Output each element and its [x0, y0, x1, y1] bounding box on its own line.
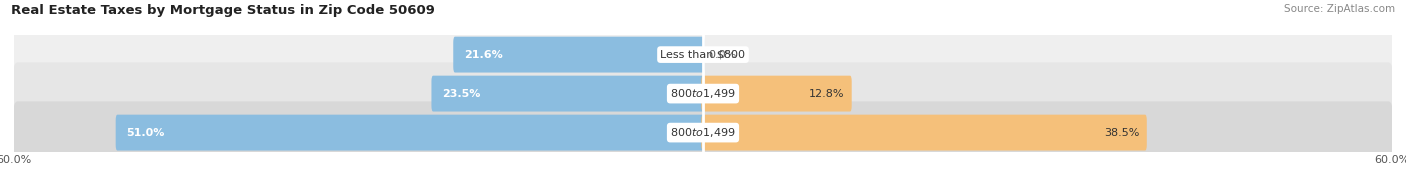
FancyBboxPatch shape: [702, 115, 1147, 151]
FancyBboxPatch shape: [13, 62, 1393, 125]
FancyBboxPatch shape: [432, 76, 704, 112]
Text: $800 to $1,499: $800 to $1,499: [671, 126, 735, 139]
Text: 0.0%: 0.0%: [709, 50, 737, 60]
FancyBboxPatch shape: [702, 76, 852, 112]
Text: Source: ZipAtlas.com: Source: ZipAtlas.com: [1284, 4, 1395, 14]
FancyBboxPatch shape: [453, 37, 704, 73]
FancyBboxPatch shape: [115, 115, 704, 151]
FancyBboxPatch shape: [13, 23, 1393, 86]
Text: 38.5%: 38.5%: [1104, 128, 1139, 138]
Text: Real Estate Taxes by Mortgage Status in Zip Code 50609: Real Estate Taxes by Mortgage Status in …: [11, 4, 434, 17]
FancyBboxPatch shape: [13, 101, 1393, 164]
Text: 23.5%: 23.5%: [443, 89, 481, 99]
Text: Less than $800: Less than $800: [661, 50, 745, 60]
Text: 12.8%: 12.8%: [808, 89, 844, 99]
Text: $800 to $1,499: $800 to $1,499: [671, 87, 735, 100]
Text: 21.6%: 21.6%: [464, 50, 503, 60]
Text: 51.0%: 51.0%: [127, 128, 165, 138]
